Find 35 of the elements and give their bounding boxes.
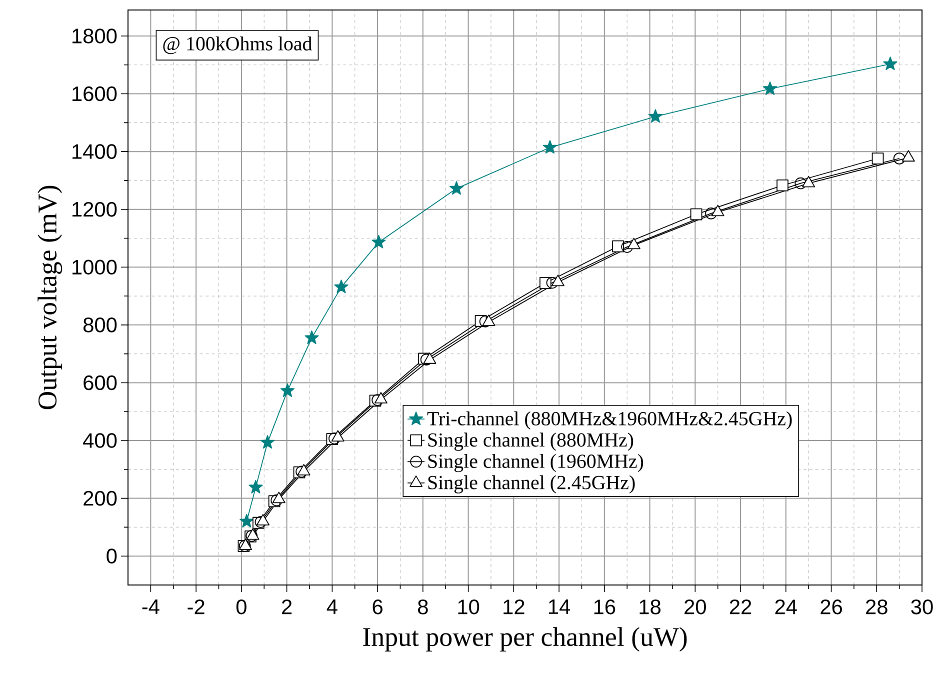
x-tick-label: 12 <box>504 600 524 614</box>
x-tick-label: 10 <box>458 600 480 614</box>
x-tick-label: 8 <box>418 600 428 614</box>
legend-label: Tri-channel (880MHz&1960MHz&2.45GHz) <box>427 411 792 430</box>
x-tick-label: 30 <box>911 600 933 614</box>
y-tick-label: 1600 <box>72 86 117 102</box>
x-tick-label: 6 <box>372 600 382 614</box>
y-tick-label: 1000 <box>72 260 117 275</box>
legend-label: Single channel (2.45GHz) <box>428 475 635 494</box>
x-tick-label: 2 <box>282 600 292 614</box>
x-tick-label: 22 <box>730 600 752 614</box>
x-tick-label: -2 <box>188 600 204 614</box>
x-axis-title: Input power per channel (uW) <box>363 627 687 652</box>
x-tick-label: 28 <box>866 600 888 614</box>
x-tick-label: 24 <box>775 600 797 614</box>
x-tick-label: 18 <box>640 600 660 614</box>
legend-label: Single channel (1960MHz) <box>428 454 644 472</box>
y-tick-label: 1200 <box>72 202 117 217</box>
y-tick-label: 1800 <box>72 28 117 44</box>
y-tick-label: 800 <box>83 318 117 332</box>
y-tick-label: 1400 <box>72 144 117 159</box>
y-tick-label: 200 <box>84 490 117 506</box>
x-tick-label: 0 <box>236 600 246 614</box>
x-tick-label: 4 <box>326 600 338 614</box>
x-tick-label: -4 <box>142 600 160 614</box>
y-tick-label: 600 <box>84 375 117 390</box>
x-tick-label: 14 <box>548 600 570 614</box>
legend-label: Single channel (880MHz) <box>428 432 634 451</box>
x-tick-label: 26 <box>820 600 842 614</box>
annotation: @ 100kOhms load <box>163 36 312 54</box>
x-tick-label: 20 <box>684 600 706 614</box>
x-tick-label: 16 <box>594 600 616 614</box>
y-tick-label: 400 <box>83 433 117 448</box>
y-axis-title: Output voltage (mV) <box>38 186 62 410</box>
y-tick-label: 0 <box>106 548 117 564</box>
